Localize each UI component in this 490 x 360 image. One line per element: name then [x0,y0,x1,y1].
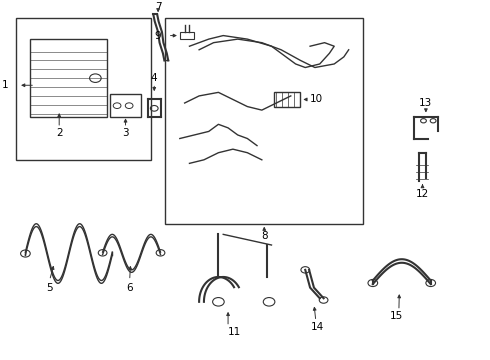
Text: 8: 8 [261,231,268,241]
Text: 11: 11 [228,327,241,337]
Bar [110,94,141,117]
Text: 10: 10 [310,94,323,104]
Bar [180,32,195,39]
Text: 15: 15 [391,311,404,321]
Text: 14: 14 [311,322,324,332]
Text: 1: 1 [2,80,8,90]
Bar [165,18,363,224]
Bar [16,18,151,160]
Text: 5: 5 [46,283,53,293]
Text: 2: 2 [56,128,63,138]
Text: 6: 6 [126,283,132,293]
Text: 13: 13 [419,98,433,108]
Text: 4: 4 [151,73,158,83]
Text: 7: 7 [155,2,161,12]
Bar [274,93,300,107]
Text: 9: 9 [154,31,161,41]
Text: 12: 12 [416,189,429,198]
Text: 3: 3 [122,128,129,138]
Bar [30,39,107,117]
